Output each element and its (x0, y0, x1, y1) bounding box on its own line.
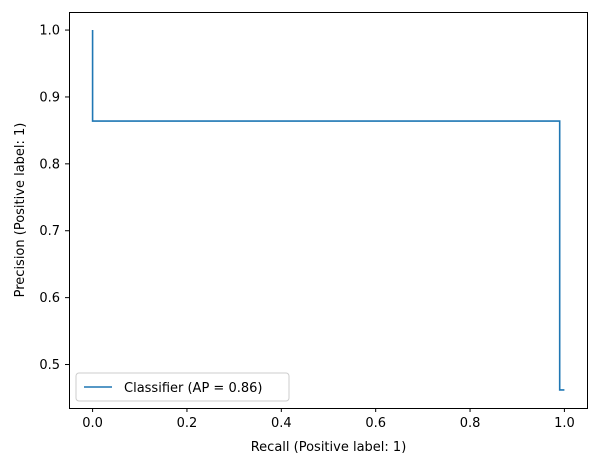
x-tick-label: 0.4 (271, 416, 292, 431)
x-tick-label: 1.0 (554, 416, 575, 431)
y-tick-label: 1.0 (39, 24, 60, 39)
legend-label-classifier: Classifier (AP = 0.86) (124, 381, 262, 396)
y-tick-label: 0.7 (39, 224, 60, 239)
x-axis-ticks: 0.0 0.2 0.4 0.6 0.8 1.0 (82, 408, 575, 431)
y-tick-label: 0.8 (39, 157, 60, 172)
y-axis-label: Precision (Positive label: 1) (13, 123, 28, 298)
legend-box (75, 372, 290, 402)
x-tick-label: 0.6 (365, 416, 386, 431)
y-tick-label: 0.5 (39, 358, 60, 373)
axes-frame (69, 12, 588, 409)
y-axis-ticks: 0.5 0.6 0.7 0.8 0.9 1.0 (39, 24, 69, 373)
y-tick-label: 0.9 (39, 90, 60, 105)
x-tick-label: 0.0 (82, 416, 103, 431)
x-axis-label: Recall (Positive label: 1) (251, 440, 407, 455)
x-tick-label: 0.8 (460, 416, 481, 431)
legend: Classifier (AP = 0.86) (75, 372, 290, 402)
plot-area (91, 30, 565, 391)
y-tick-label: 0.6 (39, 291, 60, 306)
series-line-classifier (91, 30, 565, 391)
x-tick-label: 0.2 (177, 416, 198, 431)
